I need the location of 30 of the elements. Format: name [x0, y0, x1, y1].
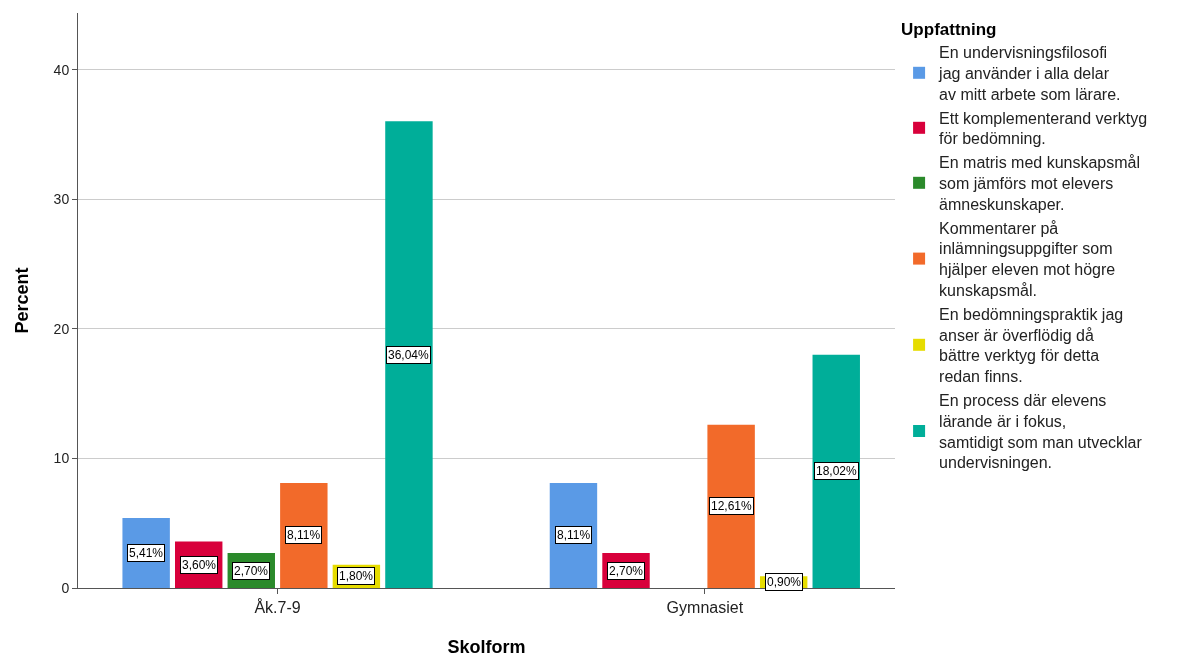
data-label: 12,61% — [711, 499, 753, 513]
legend-title: Uppfattning — [901, 20, 997, 40]
data-label: 2,70% — [609, 564, 644, 578]
y-tick-label: 40 — [53, 61, 70, 78]
y-tick-label: 30 — [53, 191, 70, 208]
legend-label: En bedömningspraktik jag anser är överflödig då bättre verktyg för detta redan finns. — [939, 305, 1124, 386]
x-tick-label: Åk.7-9 — [254, 598, 301, 617]
legend-label: En matris med kunskapsmål som jämförs mot elevers ämneskunskaper. — [939, 154, 1141, 213]
x-axis-title: Skolform — [447, 637, 526, 658]
x-tick-label: Gymnasiet — [666, 599, 744, 617]
legend-label: En undervisningsfilosofi jag använder i alla delar av mitt arbete som lärare. — [938, 44, 1121, 103]
y-axis-title: Percent — [11, 267, 32, 334]
legend-label: Ett komplementerand verktyg för bedömning. — [939, 109, 1148, 148]
data-label: 8,11% — [557, 528, 591, 542]
legend-label: En process där elevens lärande är i fokus, samtidigt som man utvecklar undervisningen. — [939, 392, 1143, 472]
legend-label: Kommentarer på inlämningsuppgifter som hjälper eleven mot högre kunskapsmål. — [939, 219, 1116, 300]
bar — [707, 424, 755, 588]
y-tick-label: 0 — [61, 579, 70, 596]
y-tick-label: 20 — [53, 320, 70, 337]
data-label: 0,90% — [767, 575, 802, 589]
y-tick-label: 10 — [53, 450, 70, 467]
data-label: 8,11% — [287, 528, 321, 542]
data-label: 3,60% — [182, 558, 217, 572]
data-label: 5,41% — [129, 546, 164, 560]
data-label: 1,80% — [339, 569, 374, 583]
bar — [385, 121, 433, 588]
data-label: 2,70% — [234, 564, 269, 578]
bar — [812, 354, 860, 588]
data-label: 18,02% — [816, 464, 858, 478]
data-label: 36,04% — [388, 348, 430, 362]
